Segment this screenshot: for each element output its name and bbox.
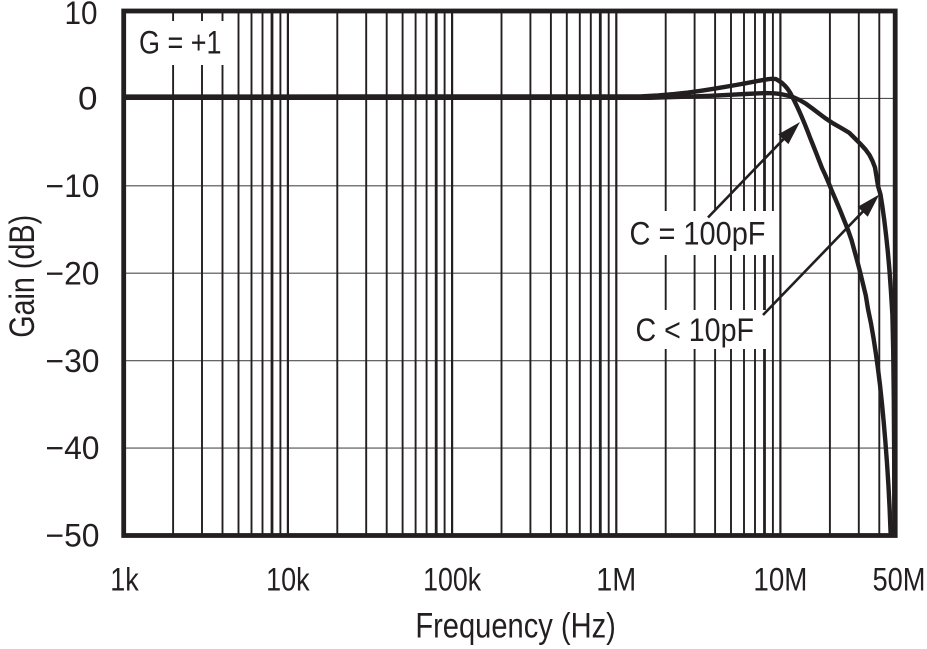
svg-text:−30: −30	[46, 343, 100, 379]
svg-text:G = +1: G = +1	[139, 25, 222, 61]
svg-text:100k: 100k	[423, 561, 482, 597]
svg-text:1M: 1M	[596, 561, 636, 597]
svg-text:10k: 10k	[266, 561, 310, 597]
svg-text:−10: −10	[46, 168, 100, 204]
svg-text:1k: 1k	[110, 561, 139, 597]
svg-text:10M: 10M	[753, 561, 807, 597]
svg-text:−50: −50	[46, 518, 100, 554]
svg-text:−20: −20	[46, 255, 100, 291]
svg-text:C = 100pF: C = 100pF	[630, 215, 766, 251]
svg-text:−40: −40	[46, 430, 100, 466]
svg-text:Gain (dB): Gain (dB)	[2, 215, 42, 338]
svg-text:50M: 50M	[873, 561, 926, 597]
svg-text:0: 0	[78, 81, 98, 117]
svg-text:C < 10pF: C < 10pF	[636, 312, 755, 348]
svg-text:10: 10	[65, 0, 98, 31]
svg-text:Frequency (Hz): Frequency (Hz)	[415, 606, 616, 646]
